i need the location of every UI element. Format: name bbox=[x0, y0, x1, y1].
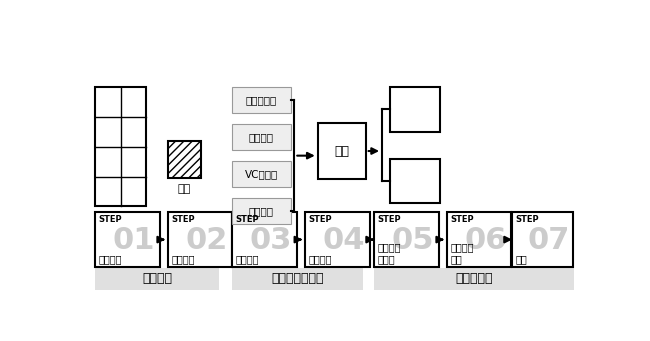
Text: STEP: STEP bbox=[98, 215, 122, 224]
Text: 現状分析: 現状分析 bbox=[98, 254, 122, 264]
Text: 本質的課題発見: 本質的課題発見 bbox=[271, 272, 324, 285]
Bar bbox=[233, 124, 291, 150]
Bar bbox=[168, 141, 201, 178]
Text: 評価: 評価 bbox=[515, 254, 527, 264]
Text: 情報収集: 情報収集 bbox=[235, 254, 259, 264]
Text: STEP: STEP bbox=[171, 215, 195, 224]
Bar bbox=[447, 212, 512, 267]
Text: 解決策立案: 解決策立案 bbox=[456, 272, 493, 285]
Text: 問題: 問題 bbox=[177, 184, 191, 194]
Text: 市場・顧客: 市場・顧客 bbox=[246, 95, 277, 105]
Bar bbox=[374, 212, 439, 267]
Bar bbox=[168, 212, 233, 267]
Text: 05: 05 bbox=[391, 226, 434, 255]
Bar bbox=[318, 123, 366, 179]
Text: 07: 07 bbox=[527, 226, 569, 255]
Bar bbox=[390, 87, 440, 132]
Text: 02: 02 bbox=[185, 226, 228, 255]
Text: STEP: STEP bbox=[308, 215, 332, 224]
Bar bbox=[306, 212, 370, 267]
Text: 解決策の
方向性: 解決策の 方向性 bbox=[377, 242, 401, 264]
Text: STEP: STEP bbox=[515, 215, 539, 224]
Text: 03: 03 bbox=[250, 226, 292, 255]
Text: 01: 01 bbox=[112, 226, 155, 255]
Text: 04: 04 bbox=[322, 226, 365, 255]
Text: 課題: 課題 bbox=[334, 145, 349, 158]
Bar bbox=[95, 268, 219, 290]
Text: 06: 06 bbox=[464, 226, 507, 255]
Text: 問題認識: 問題認識 bbox=[171, 254, 194, 264]
Text: VC・組織: VC・組織 bbox=[245, 169, 278, 179]
Text: 競争関係: 競争関係 bbox=[249, 132, 274, 142]
Bar bbox=[233, 161, 291, 187]
Bar bbox=[233, 268, 363, 290]
Text: アイデア
創出: アイデア 創出 bbox=[450, 242, 474, 264]
Text: 課題抽出: 課題抽出 bbox=[308, 254, 332, 264]
Bar bbox=[374, 268, 574, 290]
Bar bbox=[512, 212, 573, 267]
Bar bbox=[390, 159, 440, 203]
Bar bbox=[233, 87, 291, 113]
Bar bbox=[95, 212, 159, 267]
Bar bbox=[233, 198, 291, 224]
Text: STEP: STEP bbox=[377, 215, 401, 224]
Text: STEP: STEP bbox=[235, 215, 259, 224]
Text: 外部環境: 外部環境 bbox=[249, 206, 274, 216]
Text: STEP: STEP bbox=[450, 215, 474, 224]
Bar bbox=[233, 212, 296, 267]
Bar bbox=[95, 87, 146, 206]
Text: 現状理解: 現状理解 bbox=[142, 272, 172, 285]
